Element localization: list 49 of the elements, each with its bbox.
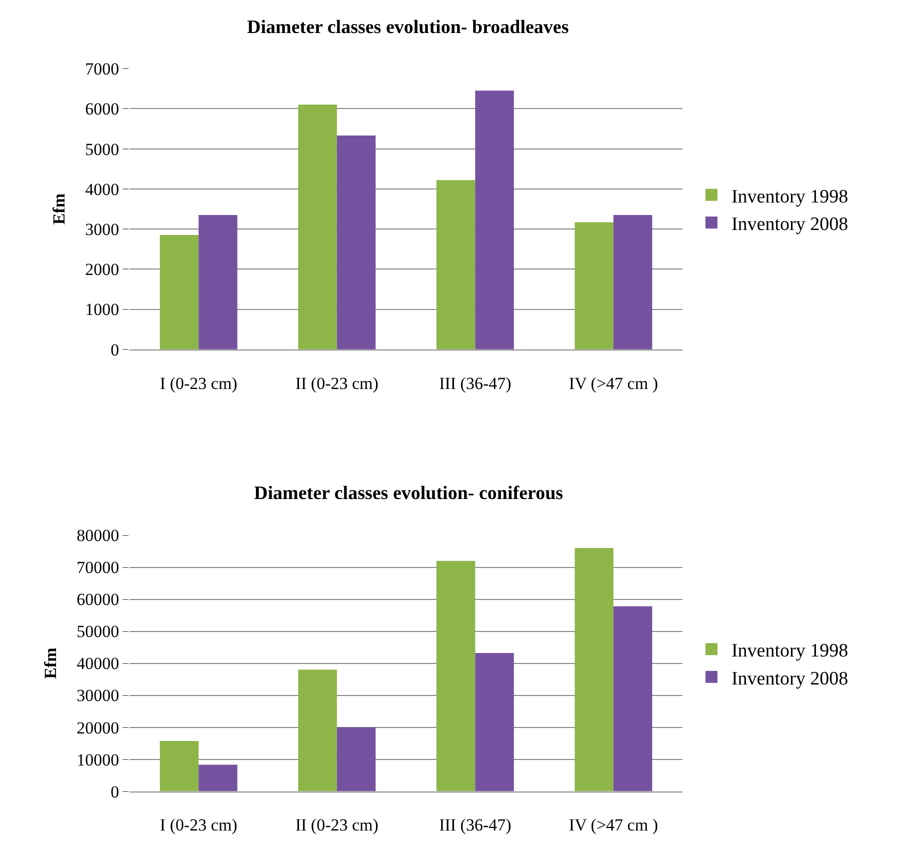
y-tick-label: 0 bbox=[110, 782, 120, 802]
legend-label: Inventory 1998 bbox=[731, 640, 848, 662]
chart-title: Diameter classes evolution- coniferous bbox=[254, 483, 564, 504]
y-tick-label: 1000 bbox=[85, 300, 120, 320]
x-tick-label: IV (>47 cm ) bbox=[568, 816, 658, 835]
x-tick-label: II (0-23 cm) bbox=[295, 816, 378, 835]
chart-title: Diameter classes evolution- broadleaves bbox=[247, 17, 569, 38]
legend-label: Inventory 2008 bbox=[731, 668, 848, 690]
bar bbox=[436, 180, 476, 350]
x-tick-label: III (36-47) bbox=[439, 816, 512, 835]
legend-label: Inventory 1998 bbox=[731, 186, 848, 208]
y-tick-label: 4000 bbox=[85, 180, 120, 199]
bar bbox=[613, 606, 652, 792]
bar bbox=[160, 741, 199, 792]
bar bbox=[298, 670, 337, 792]
bar bbox=[198, 764, 238, 792]
y-tick-label: 20000 bbox=[76, 718, 120, 738]
x-tick-label: I (0-23 cm) bbox=[160, 374, 238, 393]
y-tick-label: 30000 bbox=[76, 686, 120, 706]
y-tick-label: 6000 bbox=[85, 100, 120, 119]
y-tick-label: 3000 bbox=[85, 220, 120, 239]
y-tick-label: 5000 bbox=[85, 140, 120, 159]
bar bbox=[298, 104, 337, 350]
y-tick-label: 50000 bbox=[76, 622, 120, 642]
y-tick-label: 40000 bbox=[76, 654, 120, 674]
y-tick-label: 0 bbox=[110, 340, 120, 360]
bar bbox=[336, 136, 376, 350]
bar bbox=[160, 235, 199, 350]
legend-label: Inventory 2008 bbox=[731, 214, 848, 235]
bar bbox=[475, 90, 514, 350]
bar bbox=[613, 215, 652, 350]
bar bbox=[475, 653, 514, 792]
y-tick-label: 10000 bbox=[76, 750, 120, 770]
bar bbox=[574, 548, 614, 792]
bar bbox=[198, 215, 238, 350]
x-tick-label: II (0-23 cm) bbox=[295, 374, 378, 393]
y-tick-label: 70000 bbox=[76, 558, 120, 578]
y-tick-label: 60000 bbox=[76, 590, 120, 610]
bar bbox=[436, 560, 476, 792]
x-tick-label: IV (>47 cm ) bbox=[568, 374, 658, 393]
y-tick-label: 80000 bbox=[76, 526, 120, 546]
y-axis-title: Efm bbox=[50, 193, 69, 225]
bar bbox=[574, 222, 614, 350]
y-tick-label: 7000 bbox=[85, 60, 120, 79]
y-axis-title: Efm bbox=[41, 648, 60, 679]
x-tick-label: I (0-23 cm) bbox=[160, 816, 238, 835]
x-tick-label: III (36-47) bbox=[439, 374, 512, 393]
bar bbox=[336, 727, 376, 792]
y-tick-label: 2000 bbox=[85, 260, 120, 280]
